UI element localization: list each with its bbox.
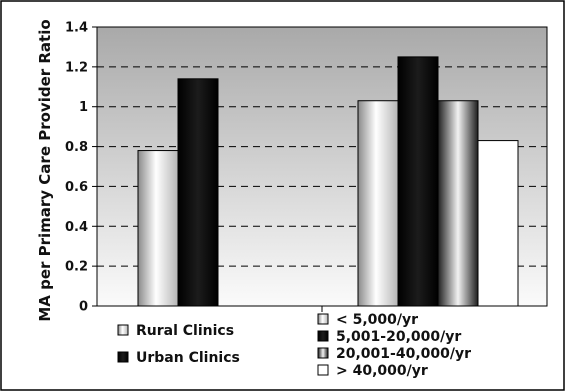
y-tick-label: 0.8	[65, 140, 88, 155]
bar	[137, 150, 179, 307]
legend-swatch	[117, 324, 129, 336]
y-tick-label: 0	[79, 300, 88, 315]
y-axis-label: MA per Primary Care Provider Ratio	[36, 19, 54, 321]
legend-label: Rural Clinics	[136, 323, 234, 339]
legend-label: < 5,000/yr	[336, 312, 418, 328]
legend-swatch	[117, 351, 129, 363]
legend-label: 20,001-40,000/yr	[336, 346, 471, 362]
bar	[477, 140, 519, 307]
y-tick-label: 1	[79, 100, 88, 115]
y-tick-label: 1.2	[65, 60, 88, 75]
y-tick-label: 0.2	[65, 260, 88, 275]
y-tick-label: 0.6	[65, 180, 88, 195]
legends: Rural Clinics Urban Clinics < 5,000/yr5,00…	[117, 312, 471, 379]
bar	[397, 56, 439, 307]
bars	[137, 56, 519, 307]
bar	[437, 100, 479, 307]
y-tick-label: 0.4	[65, 220, 88, 235]
y-tick-label: 1.4	[65, 21, 88, 36]
legend-swatch	[317, 347, 329, 359]
bar	[177, 78, 219, 307]
legend-label: 5,001-20,000/yr	[336, 329, 461, 345]
legend-label: Urban Clinics	[136, 350, 240, 366]
legend-swatch	[317, 313, 329, 325]
bar	[357, 100, 399, 307]
y-axis: 0 0.2 0.4 0.6 0.8 1 1.2 1.4	[65, 21, 323, 315]
legend-swatch	[317, 330, 329, 342]
legend-swatch	[317, 364, 329, 376]
legend-label: > 40,000/yr	[336, 363, 428, 379]
